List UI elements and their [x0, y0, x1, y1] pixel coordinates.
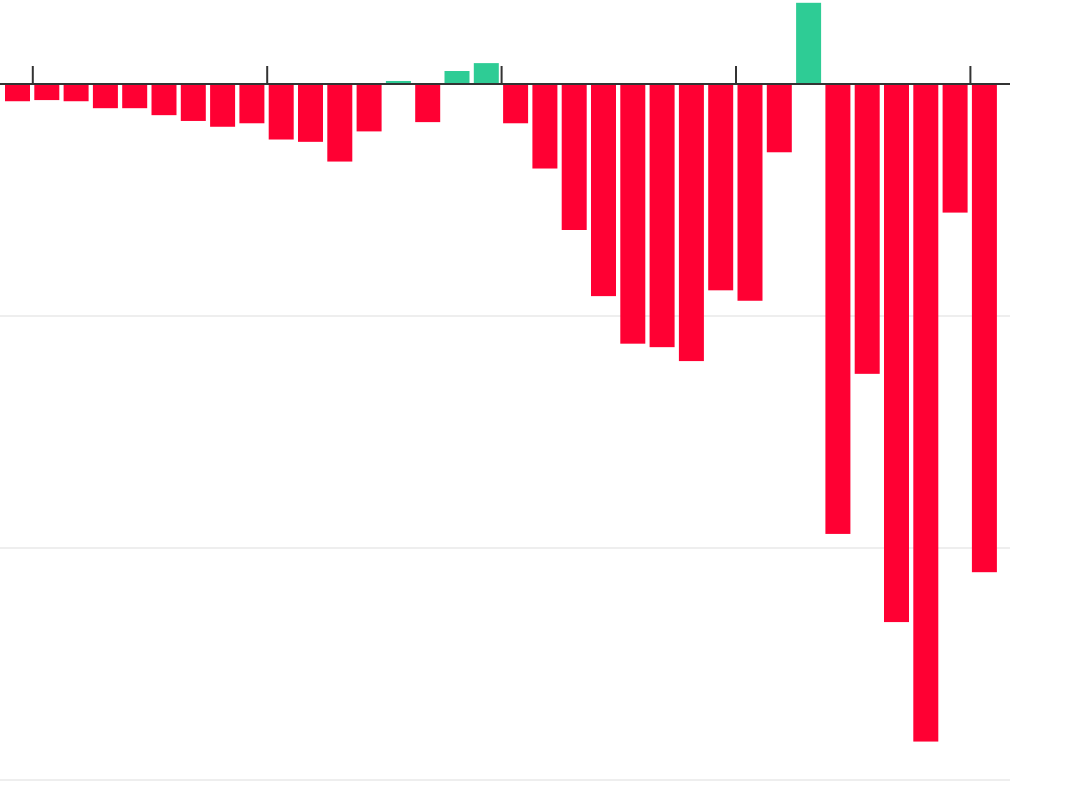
bar — [180, 85, 206, 121]
bar — [649, 85, 675, 348]
bar — [561, 85, 587, 230]
bar — [884, 85, 909, 623]
bar — [503, 85, 529, 124]
bar — [5, 85, 30, 102]
bar — [620, 85, 646, 344]
bar — [298, 85, 323, 142]
bar — [796, 2, 822, 84]
bar — [708, 85, 734, 291]
bar — [532, 85, 558, 169]
bar — [825, 85, 851, 534]
bar — [766, 85, 792, 153]
bar — [34, 85, 60, 101]
bar — [327, 85, 353, 162]
bar — [385, 80, 411, 84]
bar — [239, 85, 265, 124]
bar — [210, 85, 236, 127]
bar — [63, 85, 89, 102]
bar — [268, 85, 294, 140]
bar — [971, 85, 997, 573]
bar — [473, 63, 499, 84]
bar — [942, 85, 968, 213]
bar — [415, 85, 441, 123]
bar — [591, 85, 616, 297]
bar — [122, 85, 148, 109]
bar — [913, 85, 939, 742]
bar — [444, 71, 470, 84]
bar — [737, 85, 763, 301]
bar — [356, 85, 382, 132]
bar — [92, 85, 118, 109]
bar — [854, 85, 880, 374]
bar — [678, 85, 704, 362]
bar — [151, 85, 177, 116]
